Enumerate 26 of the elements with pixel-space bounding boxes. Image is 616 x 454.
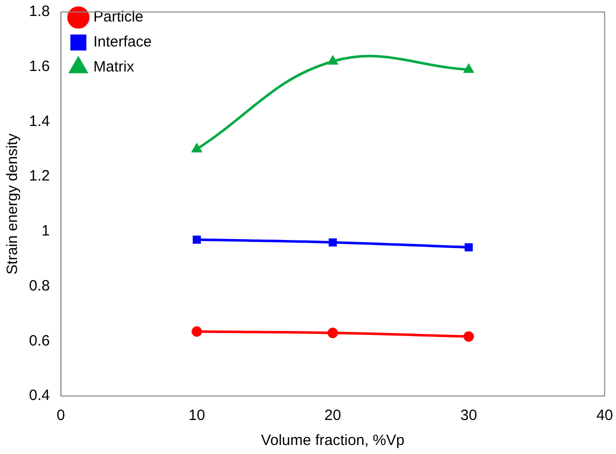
- legend-label: Particle: [93, 8, 144, 26]
- point: [464, 243, 473, 252]
- y-tick-label: 0.4: [28, 387, 50, 404]
- y-axis-title: Strain energy density: [4, 133, 22, 274]
- legend-label: Matrix: [93, 58, 135, 76]
- point: [192, 326, 202, 337]
- x-tick-label: 10: [188, 407, 206, 424]
- y-tick-label: 1: [42, 222, 50, 240]
- y-tick-label: 0.6: [28, 332, 50, 350]
- point: [192, 144, 202, 152]
- y-tick-label: 0.8: [28, 277, 50, 294]
- x-tick-label: 30: [460, 407, 478, 424]
- legend-label: Interface: [93, 34, 152, 51]
- x-tick-label: 40: [596, 407, 613, 424]
- y-tick-label: 1.8: [28, 3, 50, 20]
- y-tick-label: 1.2: [28, 168, 50, 185]
- point: [464, 64, 474, 73]
- point: [328, 238, 337, 246]
- y-tick-label: 1.4: [28, 112, 50, 130]
- y-tick-label: 1.6: [28, 58, 50, 75]
- x-axis-title: Volume fraction, %Vp: [261, 432, 404, 450]
- point: [328, 328, 338, 338]
- point: [463, 331, 474, 342]
- x-tick-label: 0: [56, 407, 66, 424]
- point: [192, 236, 201, 244]
- x-tick-label: 20: [324, 407, 342, 424]
